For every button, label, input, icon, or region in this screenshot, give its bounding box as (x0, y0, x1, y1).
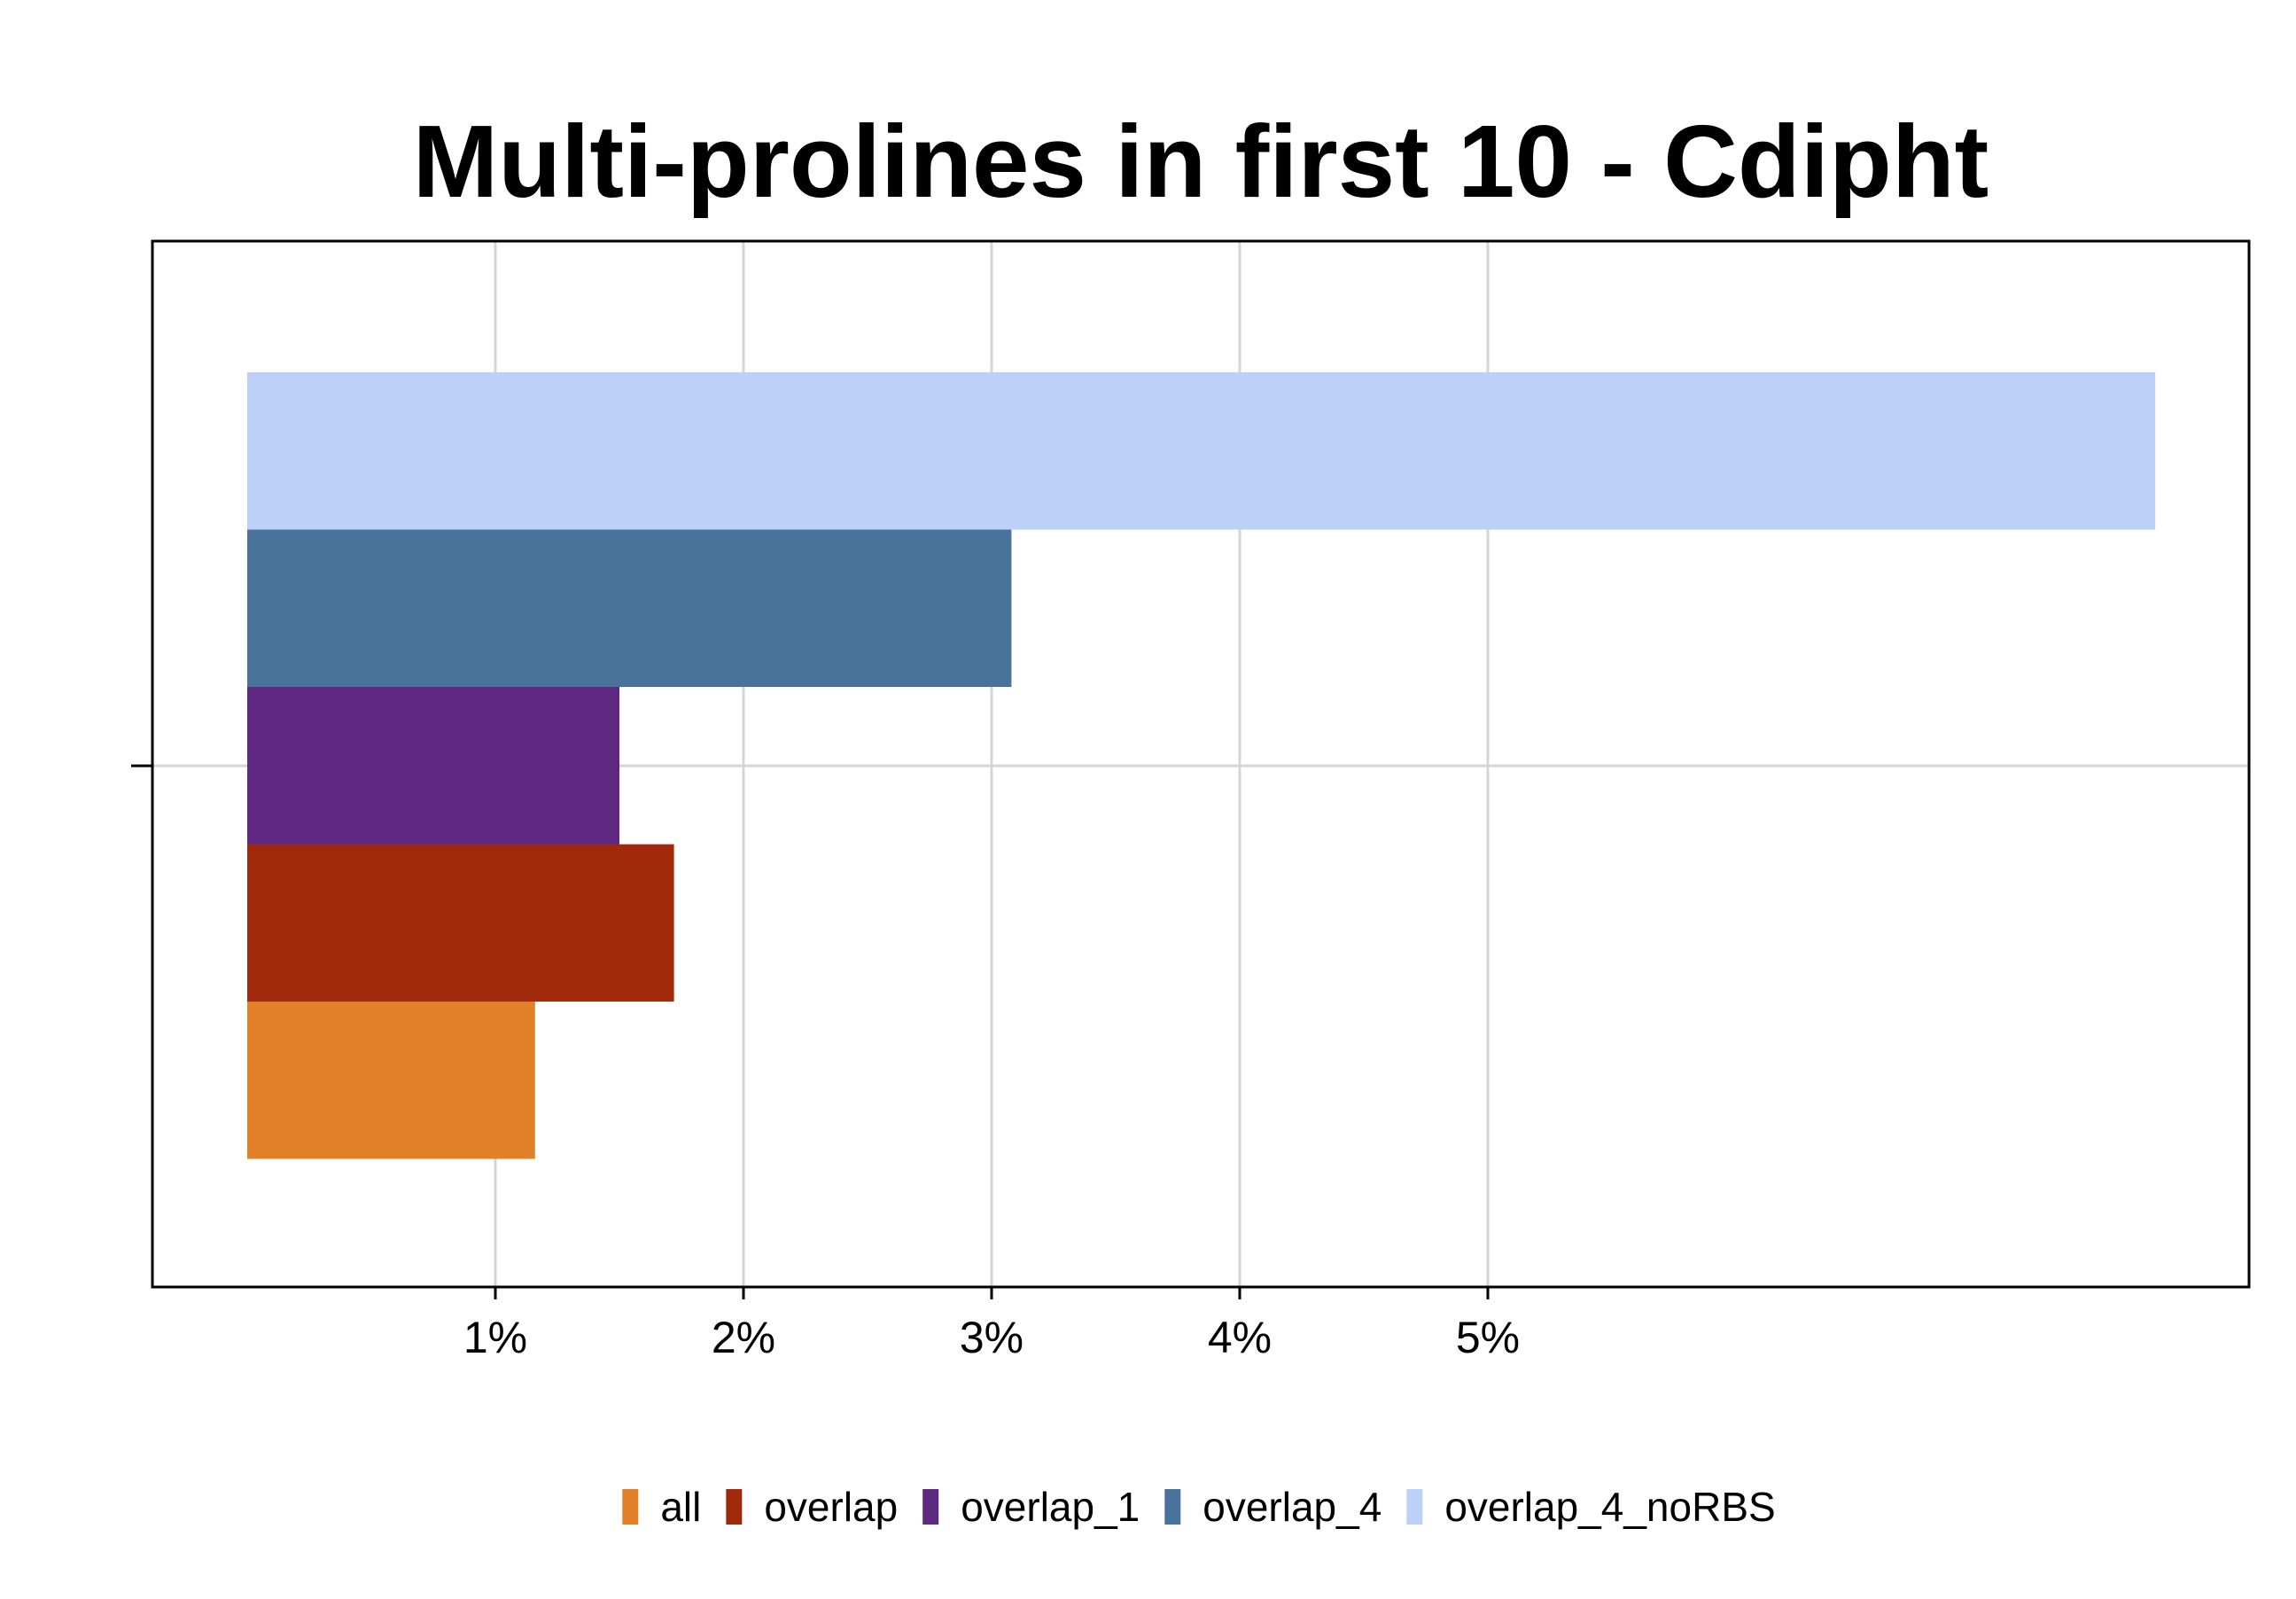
x-tick-label-3: 3% (960, 1313, 1023, 1362)
bar-overlap-1 (247, 687, 619, 845)
legend-item-overlap: overlap (726, 1484, 898, 1530)
legend-label: overlap_4 (1202, 1484, 1381, 1530)
legend-swatch (726, 1489, 743, 1525)
x-axis-ticks: 1% 2% 3% 4% 5% (463, 1287, 1520, 1362)
bars (247, 372, 2156, 1159)
x-tick-label-5: 5% (1456, 1313, 1520, 1362)
x-tick-label-2: 2% (712, 1313, 775, 1362)
bar-all (247, 1002, 535, 1159)
legend-label: overlap_4_noRBS (1444, 1484, 1775, 1530)
bar-overlap (247, 844, 674, 1002)
legend-item-overlap-4: overlap_4 (1164, 1484, 1381, 1530)
legend-swatch (1406, 1489, 1423, 1525)
x-tick-label-4: 4% (1208, 1313, 1272, 1362)
plot-frame (151, 239, 2251, 1289)
legend-item-overlap-1: overlap_1 (922, 1484, 1140, 1530)
bar-overlap-4 (247, 529, 1012, 687)
bar-overlap-4-noRBS (247, 372, 2156, 530)
legend-item-overlap-4-noRBS: overlap_4_noRBS (1406, 1484, 1776, 1530)
legend-swatch (1164, 1489, 1181, 1525)
legend-label: all (660, 1484, 701, 1530)
legend-label: overlap_1 (961, 1484, 1140, 1530)
x-tick-label-1: 1% (463, 1313, 527, 1362)
chart-title: Multi-prolines in first 10 - Cdipht (413, 104, 1989, 219)
legend-label: overlap (764, 1484, 898, 1530)
legend-swatch (622, 1489, 639, 1525)
legend-item-all: all (622, 1484, 701, 1530)
legend-swatch (922, 1489, 939, 1525)
legend: all overlap overlap_1 overlap_4 overlap_4_no… (622, 1484, 1776, 1530)
